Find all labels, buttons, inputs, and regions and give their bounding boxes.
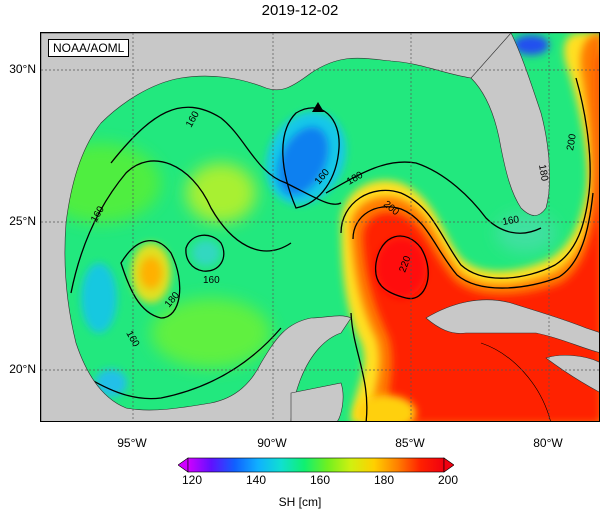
cuba: [425, 299, 599, 353]
field-south-green: [151, 298, 271, 368]
field-high-orange: [140, 257, 162, 289]
colorbar-tick-120: 120: [181, 473, 203, 487]
south-yellow: [356, 395, 416, 421]
colorbar-tick-160: 160: [309, 473, 331, 487]
field-west-yellowgreen: [186, 163, 256, 223]
caribbean-island: [545, 354, 599, 393]
graticule: [41, 33, 599, 421]
colorbar-tick-200: 200: [437, 473, 459, 487]
lon-label-90: 90°W: [257, 436, 287, 450]
contour-north: [110, 106, 342, 205]
contour-label: 180: [536, 164, 550, 183]
field-sw-blue: [95, 369, 127, 397]
mexico-us-land: [41, 33, 512, 421]
yucatan-tip: [290, 382, 344, 421]
colorbar-left-arrow: [178, 457, 189, 473]
colorbar: [178, 457, 454, 473]
observation-triangle-marker: [312, 102, 324, 112]
lat-label-30: 30°N: [9, 62, 36, 76]
warm-eddy-core: [376, 238, 426, 298]
lat-label-25: 25°N: [9, 214, 36, 228]
contour-west: [70, 160, 292, 294]
colorbar-bar: [187, 457, 445, 473]
contour-high: [120, 240, 181, 319]
lon-label-95: 95°W: [117, 436, 147, 450]
sea-height-map: 160 160 160 160 160 160 180 180 180 200 …: [40, 32, 600, 422]
contour-central: [282, 107, 340, 209]
colorbar-title: SH [cm]: [278, 495, 322, 509]
contour-label: 200: [565, 133, 579, 152]
contour-cuba: [480, 342, 551, 421]
field-atlantic-blue: [513, 35, 549, 55]
contour-low: [185, 234, 225, 272]
field-small-blue: [192, 240, 220, 266]
map-canvas: 160 160 160 160 160 160 180 180 180 200 …: [41, 33, 599, 421]
lon-label-80: 80°W: [533, 436, 563, 450]
colorbar-right-arrow: [443, 457, 454, 473]
field-central-blue: [277, 127, 329, 195]
contour-label: 160: [502, 214, 521, 228]
land: [41, 33, 599, 421]
contour-180: [340, 77, 591, 279]
contour-south-180: [350, 312, 368, 421]
colorbar-tick-180: 180: [373, 473, 395, 487]
colorbar-tick-140: 140: [245, 473, 267, 487]
contour-label: 160: [203, 275, 220, 286]
lon-label-85: 85°W: [395, 436, 425, 450]
florida-peninsula: [470, 33, 550, 216]
lat-label-20: 20°N: [9, 362, 36, 376]
contour-eastern: [325, 161, 542, 234]
contour-220: [374, 235, 429, 300]
contour-200: [352, 192, 594, 289]
map-title: 2019-12-02: [261, 2, 339, 19]
field-west-blue: [81, 263, 117, 333]
source-badge: NOAA/AOML: [48, 39, 130, 57]
